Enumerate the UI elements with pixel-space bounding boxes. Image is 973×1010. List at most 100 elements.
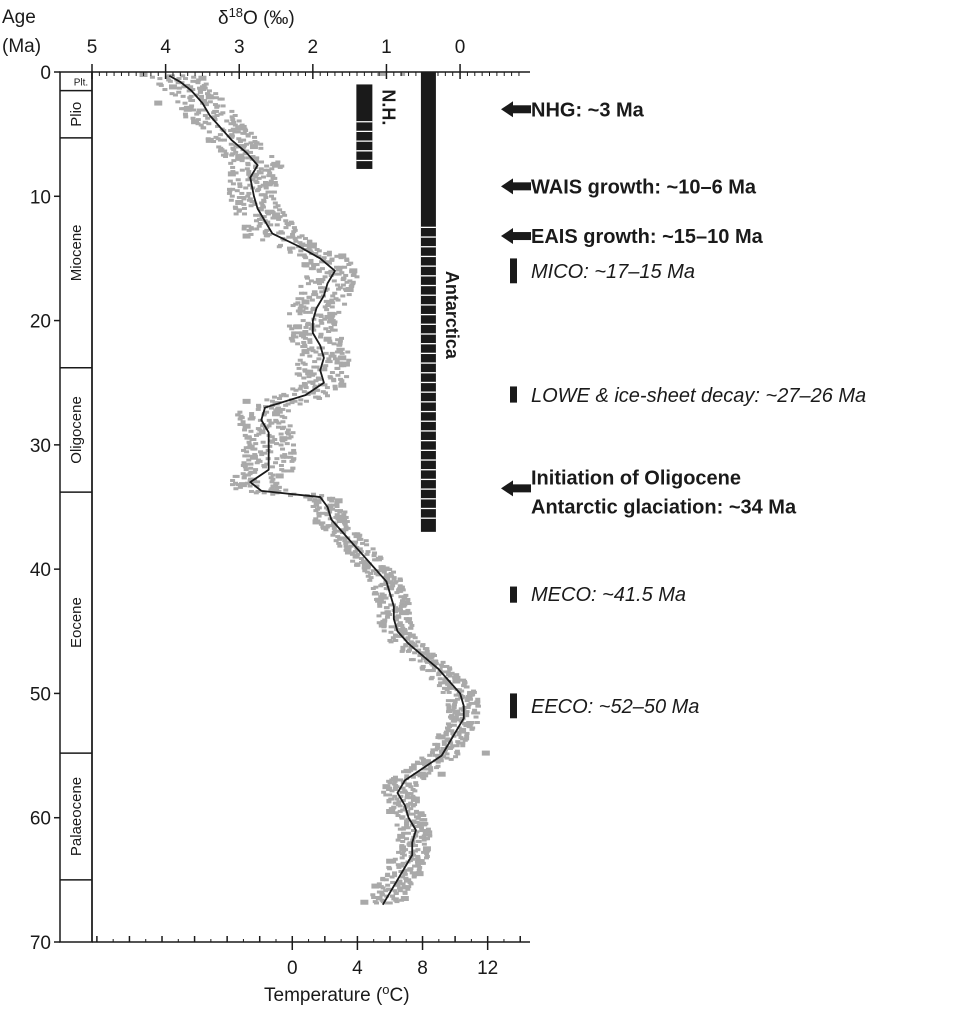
d18o-data-point (464, 714, 470, 718)
d18o-data-point (298, 245, 304, 249)
d18o-data-point (322, 317, 328, 321)
d18o-data-point (290, 431, 296, 435)
d18o-data-point (421, 829, 427, 833)
d18o-data-point (246, 440, 252, 444)
d18o-data-point (326, 330, 332, 334)
event-arrow (501, 228, 531, 245)
d18o-data-point (447, 746, 453, 750)
d18o-data-point (239, 168, 245, 172)
d18o-data-point (227, 179, 233, 183)
d18o-data-point (416, 648, 422, 652)
d18o-data-point (407, 844, 413, 848)
d18o-data-point (436, 684, 442, 688)
d18o-data-point (227, 171, 236, 177)
d18o-data-point (330, 301, 336, 305)
d18o-data-point (283, 226, 289, 230)
d18o-data-point (444, 756, 450, 760)
d18o-data-point (289, 459, 295, 463)
d18o-data-point (293, 239, 299, 243)
d18o-data-point (287, 424, 293, 428)
d18o-data-point (252, 470, 258, 474)
d18o-data-point (441, 742, 447, 746)
d18o-data-point (408, 801, 414, 805)
d18o-data-point (438, 749, 444, 753)
d18o-data-point (248, 489, 254, 493)
d18o-data-point (235, 154, 244, 160)
d18o-data-point (481, 750, 490, 756)
d18o-data-point (349, 552, 355, 556)
d18o-data-point (471, 711, 477, 715)
d18o-data-point (387, 867, 393, 871)
d18o-data-point (310, 349, 316, 353)
d18o-data-point (475, 711, 481, 715)
d18o-data-point (399, 649, 405, 653)
d18o-data-point (275, 160, 281, 164)
d18o-data-point (264, 398, 270, 402)
d18o-data-point (308, 258, 314, 262)
d18o-data-point (333, 272, 339, 276)
d18o-data-point (280, 211, 286, 215)
d18o-data-point (396, 880, 402, 884)
d18o-data-point (324, 394, 330, 398)
d18o-data-point (334, 366, 340, 370)
d18o-data-point (315, 324, 321, 328)
d18o-data-point (400, 808, 406, 812)
d18o-data-point (260, 238, 266, 242)
d18o-data-point (305, 282, 311, 286)
age-tick-label: 10 (30, 187, 51, 208)
d18o-data-point (284, 455, 290, 459)
d18o-data-point (322, 391, 328, 395)
d18o-data-point (233, 212, 239, 216)
d18o-data-point (428, 656, 434, 660)
d18o-data-point (339, 271, 345, 275)
ice-sheet-bars: N.H. Antarctica (356, 72, 462, 532)
d18o-data-point (237, 485, 243, 489)
d18o-data-point (239, 191, 245, 195)
arrow-head (501, 480, 513, 497)
d18o-data-point (260, 424, 266, 428)
d18o-data-point (410, 812, 416, 816)
d18o-data-point (320, 511, 326, 515)
d18o-data-point (403, 644, 409, 648)
d18o-data-point (280, 407, 286, 411)
d18o-data-point (406, 602, 412, 606)
d18o-data-point (410, 857, 416, 861)
d18o-data-point (298, 284, 304, 288)
d18o-data-point (361, 563, 367, 567)
d18o-data-point (413, 844, 419, 848)
d18o-data-point (245, 156, 251, 160)
d18o-data-point (268, 472, 274, 476)
d18o-data-point (257, 450, 263, 454)
d18o-data-point (246, 172, 252, 176)
d18o-data-point (433, 748, 439, 752)
d18o-data-point (270, 174, 276, 178)
d18o-data-point (271, 197, 277, 201)
d18o-data-point (405, 597, 411, 601)
d18o-data-point (339, 536, 345, 540)
d18o-data-point (280, 447, 286, 451)
d18o-data-point (260, 431, 266, 435)
d18o-data-point (242, 465, 248, 469)
d18o-data-point (440, 690, 446, 694)
d18o-data-point (416, 868, 422, 872)
d18o-data-point (324, 525, 330, 529)
d18o-data-point (380, 611, 386, 615)
d18o-data-point (318, 332, 324, 336)
d18o-data-point (350, 273, 356, 277)
d18o-data-point (389, 778, 395, 782)
d18o-data-point (273, 409, 279, 413)
d18o-data-point (408, 785, 414, 789)
d18o-data-point (235, 130, 241, 134)
d18o-data-point (360, 899, 369, 905)
d18o-data-point (419, 829, 425, 833)
d18o-data-point (323, 336, 332, 342)
d18o-data-point (380, 72, 386, 76)
d18o-data-point (312, 360, 318, 364)
d18o-data-point (339, 351, 345, 355)
d18o-data-point (283, 219, 289, 223)
d18o-data-point (316, 357, 322, 361)
d18o-data-point (347, 279, 353, 283)
d18o-data-point (421, 813, 427, 817)
d18o-data-point (182, 77, 188, 81)
d18o-data-point (306, 241, 312, 245)
